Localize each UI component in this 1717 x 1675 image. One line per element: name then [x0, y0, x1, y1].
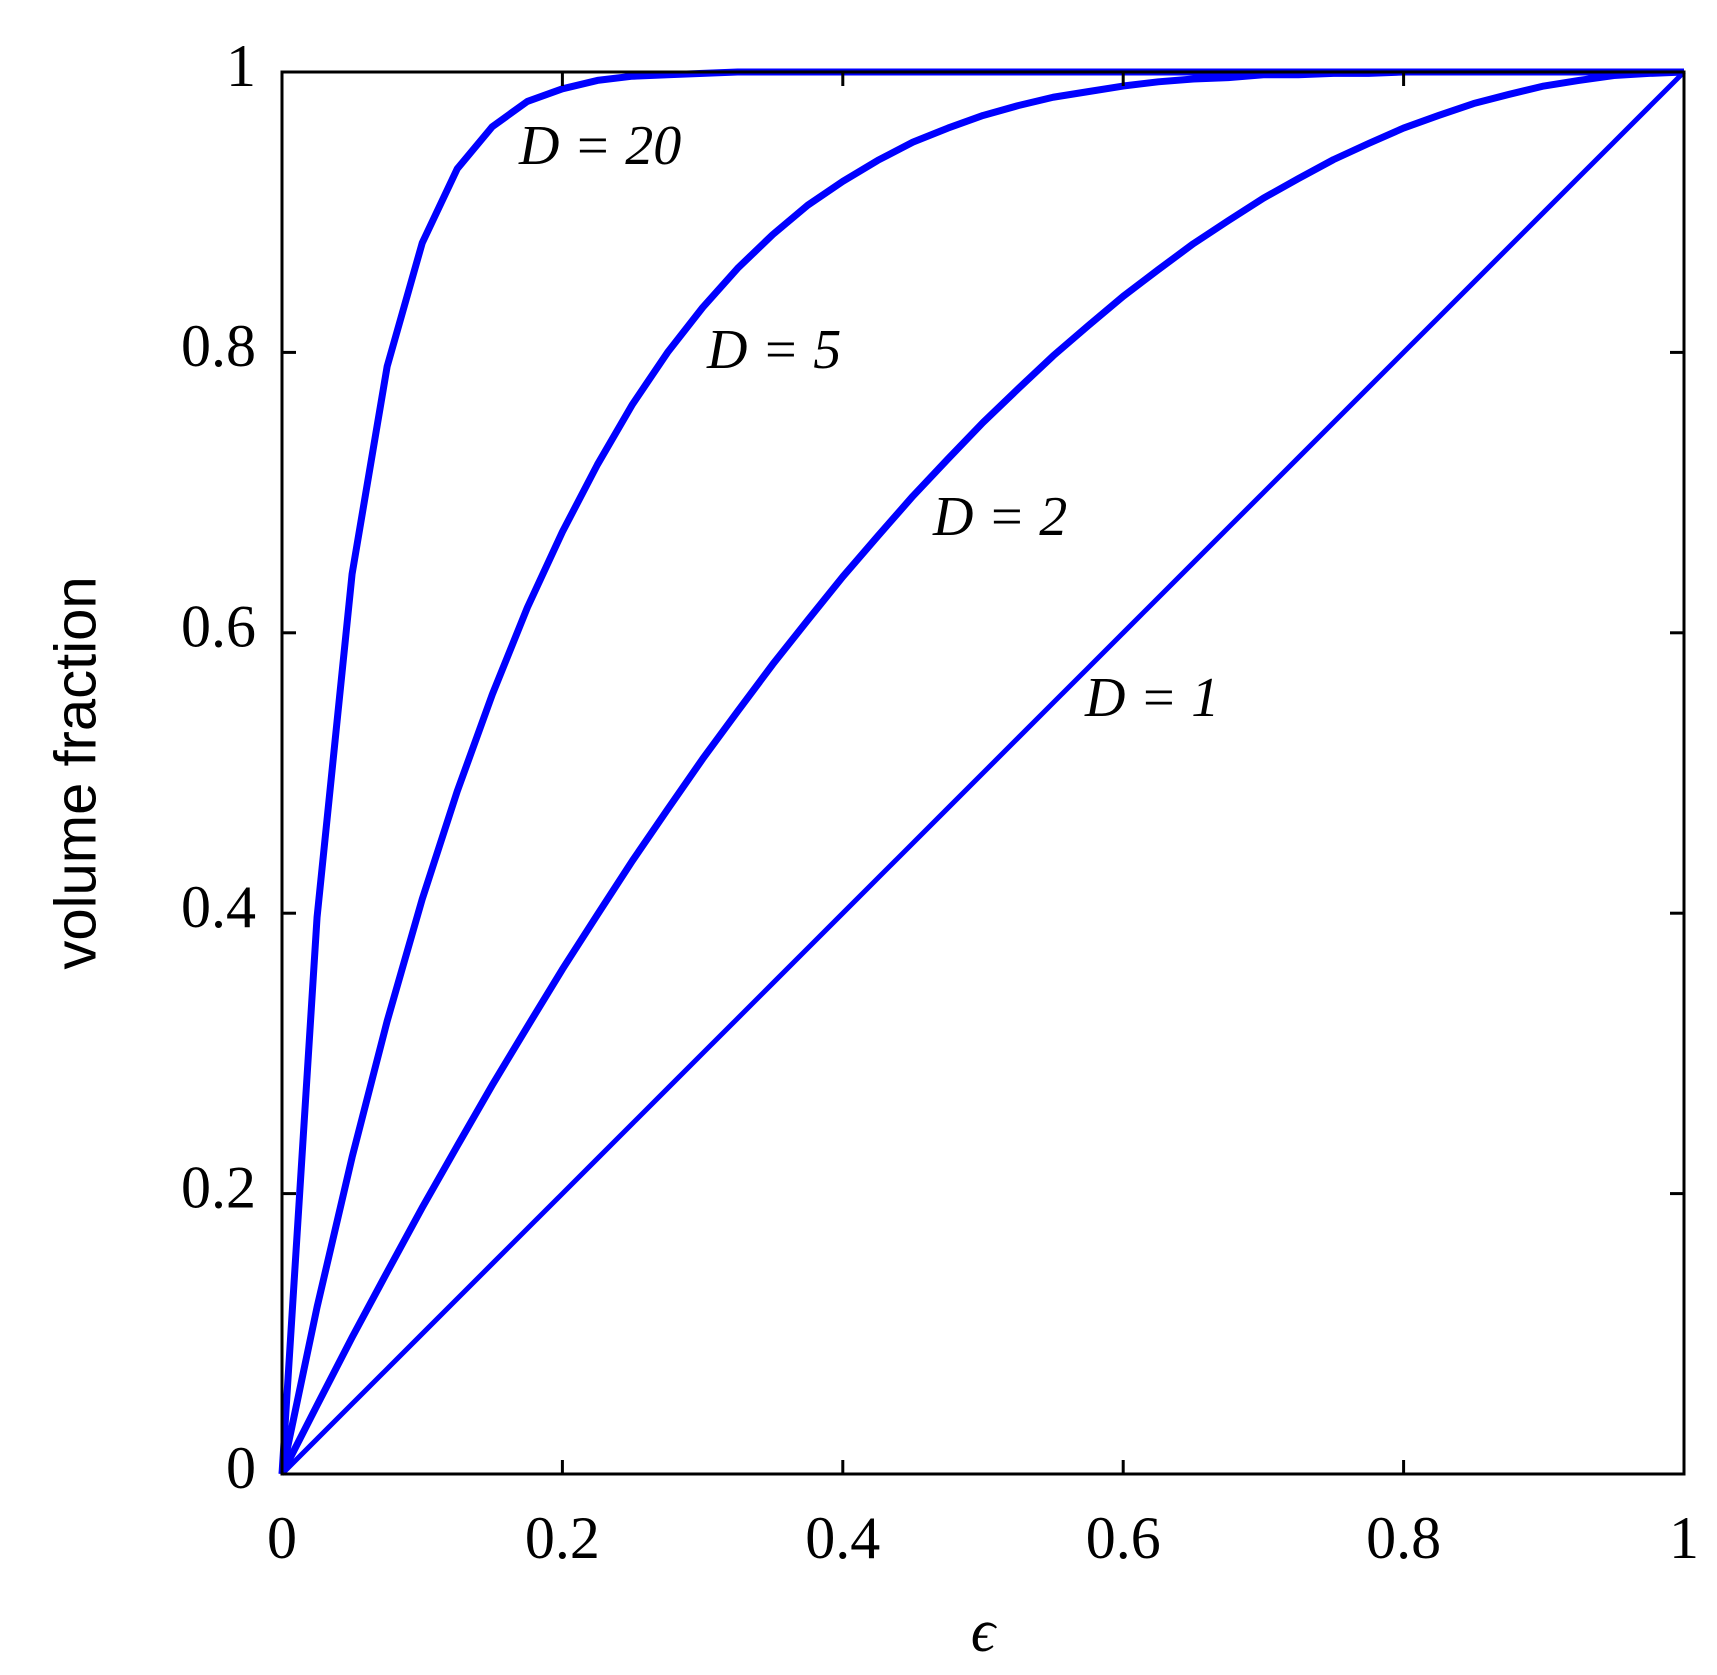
plot-frame [280, 70, 1686, 1476]
curve-label: D = 2 [932, 486, 1067, 548]
x-axis-label: ϵ [971, 1598, 998, 1664]
x-tick-label: 0.8 [1366, 1505, 1441, 1571]
curve-label: D = 5 [706, 319, 841, 381]
curve-label: D = 20 [518, 115, 681, 177]
curve [280, 70, 1686, 1476]
curve [278, 68, 1685, 1476]
y-tick-label: 0.8 [181, 313, 256, 379]
y-tick-label: 0.6 [181, 594, 256, 660]
x-tick-label: 0.6 [1086, 1505, 1161, 1571]
x-tick-label: 0.2 [525, 1505, 600, 1571]
x-tick-label: 0.4 [805, 1505, 880, 1571]
x-tick-label: 0 [267, 1505, 297, 1571]
y-tick-label: 1 [226, 33, 256, 99]
curve-label: D = 1 [1084, 667, 1219, 729]
y-tick-label: 0.2 [181, 1154, 256, 1220]
x-tick-label: 1 [1669, 1505, 1699, 1571]
y-tick-label: 0 [226, 1435, 256, 1501]
y-tick-label: 0.4 [181, 874, 256, 940]
y-axis-label: volume fraction [43, 576, 108, 969]
